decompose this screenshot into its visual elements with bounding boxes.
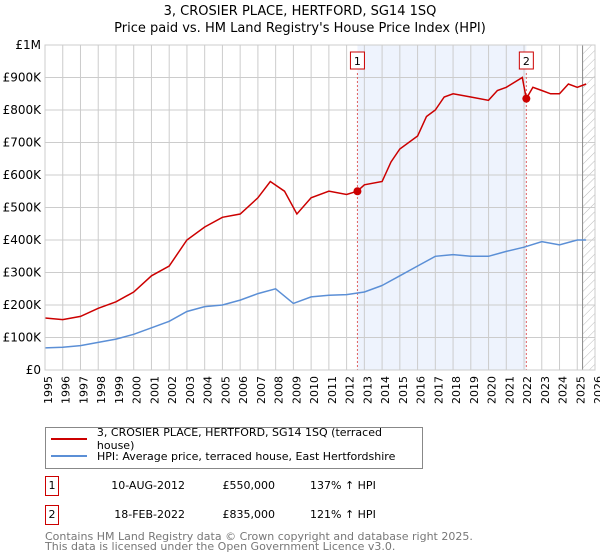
sale-price: £835,000 — [222, 508, 276, 521]
x-tick-label: 2002 — [166, 376, 179, 404]
y-tick-label: £200K — [3, 298, 43, 312]
y-tick-label: £1M — [15, 38, 41, 52]
x-tick-label: 1999 — [113, 376, 126, 404]
y-tick-label: £600K — [3, 168, 43, 182]
chart-subtitle: Price paid vs. HM Land Registry's House … — [114, 21, 486, 36]
x-tick-label: 2018 — [450, 376, 463, 404]
x-tick-label: 2017 — [432, 376, 445, 404]
y-tick-label: £900K — [3, 71, 43, 85]
chart-title: 3, CROSIER PLACE, HERTFORD, SG14 1SQ — [163, 4, 437, 19]
sale-marker-badge: 1 — [45, 476, 59, 496]
x-tick-label: 2014 — [379, 376, 392, 404]
x-tick-label: 2019 — [468, 376, 481, 404]
x-tick-label: 2001 — [148, 376, 161, 404]
x-tick-label: 1995 — [42, 376, 55, 404]
y-tick-label: £300K — [3, 266, 43, 280]
x-tick-label: 2023 — [539, 376, 552, 404]
footer-license: This data is licensed under the Open Gov… — [45, 540, 396, 553]
x-tick-label: 2000 — [131, 376, 144, 404]
legend-label-hpi: HPI: Average price, terraced house, East… — [97, 449, 396, 463]
sale-badge-box — [518, 51, 534, 70]
sale-hpi: 137% ↑ HPI — [310, 479, 376, 492]
x-tick-label: 2009 — [290, 376, 303, 404]
plot-frame — [44, 44, 596, 371]
legend: 3, CROSIER PLACE, HERTFORD, SG14 1SQ (te… — [45, 426, 423, 469]
y-tick-label: £700K — [3, 136, 43, 150]
legend-swatch-red — [51, 438, 87, 440]
x-tick-label: 2024 — [557, 376, 570, 404]
x-tick-label: 2016 — [415, 376, 428, 404]
x-tick-label: 2013 — [361, 376, 374, 404]
y-tick-label: £800K — [3, 103, 43, 117]
footer: Contains HM Land Registry data © Crown c… — [45, 530, 473, 553]
sale-hpi: 121% ↑ HPI — [310, 508, 376, 521]
sale-point — [522, 94, 531, 103]
sale-badge-label: 2 — [523, 55, 530, 68]
sale-date: 10-AUG-2012 — [111, 479, 185, 492]
legend-label-property: 3, CROSIER PLACE, HERTFORD, SG14 1SQ (te… — [96, 426, 382, 452]
sale-marker-badge: 2 — [45, 505, 59, 525]
x-tick-label: 2012 — [344, 376, 357, 404]
x-tick-label: 2004 — [202, 376, 215, 404]
sale-row-2: 2 18-FEB-2022 £835,000 121% ↑ HPI — [45, 505, 545, 525]
sale-point — [353, 187, 362, 196]
x-tick-label: 2022 — [521, 376, 534, 404]
x-tick-label: 2021 — [503, 376, 516, 404]
y-tick-label: £100K — [3, 331, 43, 345]
x-tick-label: 2005 — [219, 376, 232, 404]
x-tick-label: 2025 — [574, 376, 587, 404]
x-tick-label: 2020 — [486, 376, 499, 404]
x-tick-label: 1997 — [77, 376, 90, 404]
chart-svg: 1995 1996 1997 1998 1999 2000 2001 2002 2003 2004… — [3, 38, 600, 404]
sale-row-1: 1 10-AUG-2012 £550,000 137% ↑ HPI — [45, 476, 545, 496]
y-tick-label: £500K — [3, 201, 43, 215]
x-tick-label: 2026 — [592, 376, 600, 404]
x-tick-label: 2015 — [397, 376, 410, 404]
legend-item-property: 3, CROSIER PLACE, HERTFORD, SG14 1SQ (te… — [51, 426, 422, 452]
footer-copyright: Contains HM Land Registry data © Crown c… — [45, 530, 473, 543]
sale-price: £550,000 — [222, 479, 276, 492]
x-tick-label: 2006 — [237, 376, 250, 404]
x-tick-label: 1996 — [60, 376, 73, 404]
hpi-line — [44, 239, 587, 349]
sale-badge-box — [349, 51, 365, 70]
sale-badge-label: 1 — [354, 55, 361, 68]
y-tick-label: £0 — [26, 363, 41, 377]
x-tick-label: 2007 — [255, 376, 268, 404]
legend-swatch-blue — [51, 455, 87, 457]
x-tick-label: 2011 — [326, 376, 339, 404]
x-tick-label: 2010 — [308, 376, 321, 404]
x-tick-label: 2008 — [273, 376, 286, 404]
sale-date: 18-FEB-2022 — [114, 508, 185, 521]
x-tick-label: 1998 — [95, 376, 108, 404]
x-tick-label: 2003 — [184, 376, 197, 404]
legend-item-hpi: HPI: Average price, terraced house, East… — [51, 448, 395, 464]
y-tick-label: £400K — [3, 233, 43, 247]
